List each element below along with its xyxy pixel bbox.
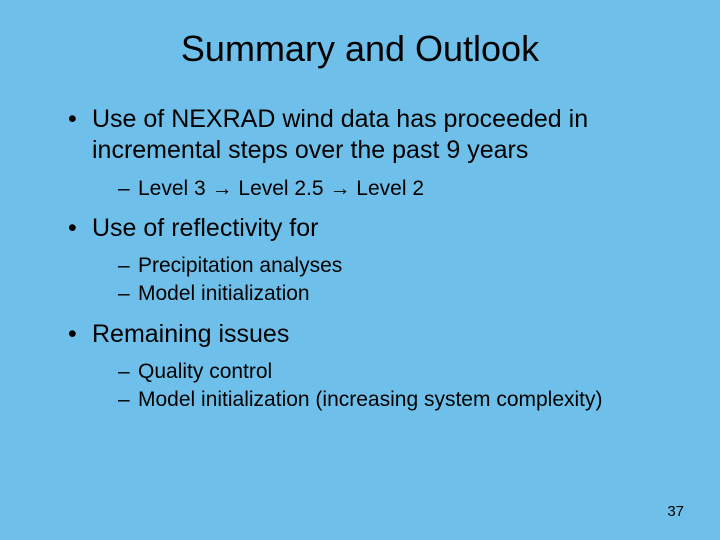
sub-bullet-item: Quality control: [118, 358, 680, 386]
sub-bullet-item: Model initialization (increasing system …: [118, 386, 680, 414]
sub-bullet-text: Model initialization (increasing system …: [138, 388, 603, 411]
bullet-item: Use of reflectivity for Precipitation an…: [68, 213, 680, 309]
slide: Summary and Outlook Use of NEXRAD wind d…: [0, 0, 720, 540]
bullet-item: Remaining issues Quality control Model i…: [68, 319, 680, 415]
slide-title: Summary and Outlook: [40, 28, 680, 70]
sub-bullet-text: Precipitation analyses: [138, 254, 342, 277]
sub-bullet-list: Quality control Model initialization (in…: [92, 358, 680, 415]
bullet-item: Use of NEXRAD wind data has proceeded in…: [68, 104, 680, 203]
bullet-text: Use of reflectivity for: [92, 214, 318, 242]
sub-bullet-text: Model initialization: [138, 282, 310, 305]
sub-bullet-item: Level 3 → Level 2.5 → Level 2: [118, 175, 680, 203]
bullet-text: Remaining issues: [92, 320, 289, 348]
sub-bullet-list: Level 3 → Level 2.5 → Level 2: [92, 175, 680, 203]
sub-bullet-text: Quality control: [138, 360, 272, 383]
bullet-text: Use of NEXRAD wind data has proceeded in…: [92, 105, 588, 164]
sub-bullet-list: Precipitation analyses Model initializat…: [92, 252, 680, 309]
sub-bullet-item: Precipitation analyses: [118, 252, 680, 280]
page-number: 37: [667, 503, 684, 520]
bullet-list: Use of NEXRAD wind data has proceeded in…: [40, 104, 680, 415]
sub-bullet-item: Model initialization: [118, 280, 680, 308]
sub-bullet-text: Level 3 → Level 2.5 → Level 2: [138, 177, 424, 200]
